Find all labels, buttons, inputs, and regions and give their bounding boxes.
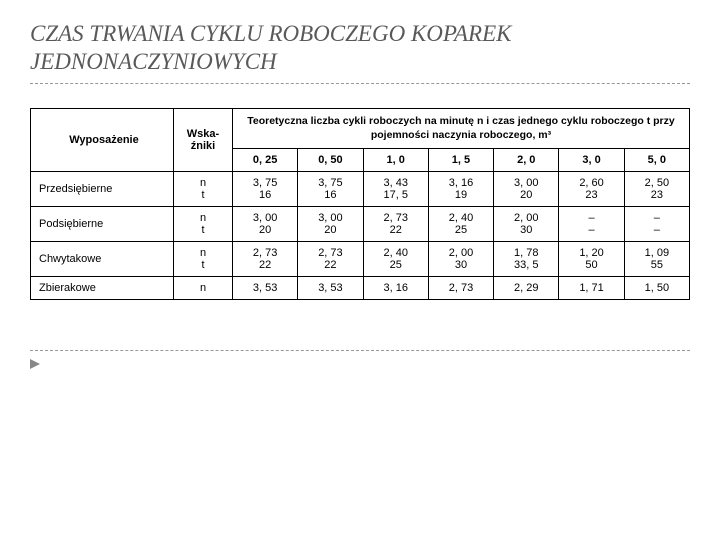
- cell: 1, 2050: [559, 242, 624, 277]
- cell: 2, 0030: [428, 242, 493, 277]
- cell: 1, 0955: [624, 242, 689, 277]
- row-indicator: nt: [174, 242, 233, 277]
- cell: ––: [624, 207, 689, 242]
- cell: 2, 6023: [559, 172, 624, 207]
- cell: 3, 53: [298, 277, 363, 300]
- cell: 2, 29: [494, 277, 559, 300]
- row-name: Przedsiębierne: [31, 172, 174, 207]
- cell: 1, 7833, 5: [494, 242, 559, 277]
- row-indicator: nt: [174, 207, 233, 242]
- table-row: Zbierakowen3, 533, 533, 162, 732, 291, 7…: [31, 277, 690, 300]
- table-body: Przedsiębiernent3, 75163, 75163, 4317, 5…: [31, 172, 690, 300]
- cell: 3, 0020: [298, 207, 363, 242]
- cell: 2, 5023: [624, 172, 689, 207]
- cell: 3, 0020: [494, 172, 559, 207]
- cell: 3, 7516: [298, 172, 363, 207]
- th-span: Teoretyczna liczba cykli roboczych na mi…: [233, 109, 690, 149]
- cycle-table: Wyposażenie Wska- źniki Teoretyczna licz…: [30, 108, 690, 300]
- title-divider: [30, 83, 690, 84]
- cell: 3, 0020: [233, 207, 298, 242]
- th-vol-1: 0, 50: [298, 149, 363, 172]
- cell: 2, 7322: [363, 207, 428, 242]
- cell: 2, 0030: [494, 207, 559, 242]
- row-indicator: n: [174, 277, 233, 300]
- row-name: Zbierakowe: [31, 277, 174, 300]
- cell: 2, 7322: [233, 242, 298, 277]
- cell: 3, 1619: [428, 172, 493, 207]
- th-vol-4: 2, 0: [494, 149, 559, 172]
- cell: 3, 16: [363, 277, 428, 300]
- row-name: Podsiębierne: [31, 207, 174, 242]
- cell: 3, 4317, 5: [363, 172, 428, 207]
- cell: 1, 50: [624, 277, 689, 300]
- table-row: Chwytakowent2, 73222, 73222, 40252, 0030…: [31, 242, 690, 277]
- cell: 3, 53: [233, 277, 298, 300]
- th-wskazniki: Wska- źniki: [174, 109, 233, 172]
- bullet-marker-icon: [30, 359, 40, 369]
- cell: 1, 71: [559, 277, 624, 300]
- th-wyposazenie: Wyposażenie: [31, 109, 174, 172]
- cell: 2, 4025: [428, 207, 493, 242]
- cell: ––: [559, 207, 624, 242]
- th-vol-6: 5, 0: [624, 149, 689, 172]
- table-row: Podsiębiernent3, 00203, 00202, 73222, 40…: [31, 207, 690, 242]
- th-vol-0: 0, 25: [233, 149, 298, 172]
- table-row: Przedsiębiernent3, 75163, 75163, 4317, 5…: [31, 172, 690, 207]
- cell: 3, 7516: [233, 172, 298, 207]
- th-vol-3: 1, 5: [428, 149, 493, 172]
- bottom-divider: [30, 350, 690, 351]
- cell: 2, 4025: [363, 242, 428, 277]
- cell: 2, 7322: [298, 242, 363, 277]
- row-name: Chwytakowe: [31, 242, 174, 277]
- cell: 2, 73: [428, 277, 493, 300]
- th-vol-5: 3, 0: [559, 149, 624, 172]
- row-indicator: nt: [174, 172, 233, 207]
- page-title: CZAS TRWANIA CYKLU ROBOCZEGO KOPAREK JED…: [30, 20, 690, 75]
- th-vol-2: 1, 0: [363, 149, 428, 172]
